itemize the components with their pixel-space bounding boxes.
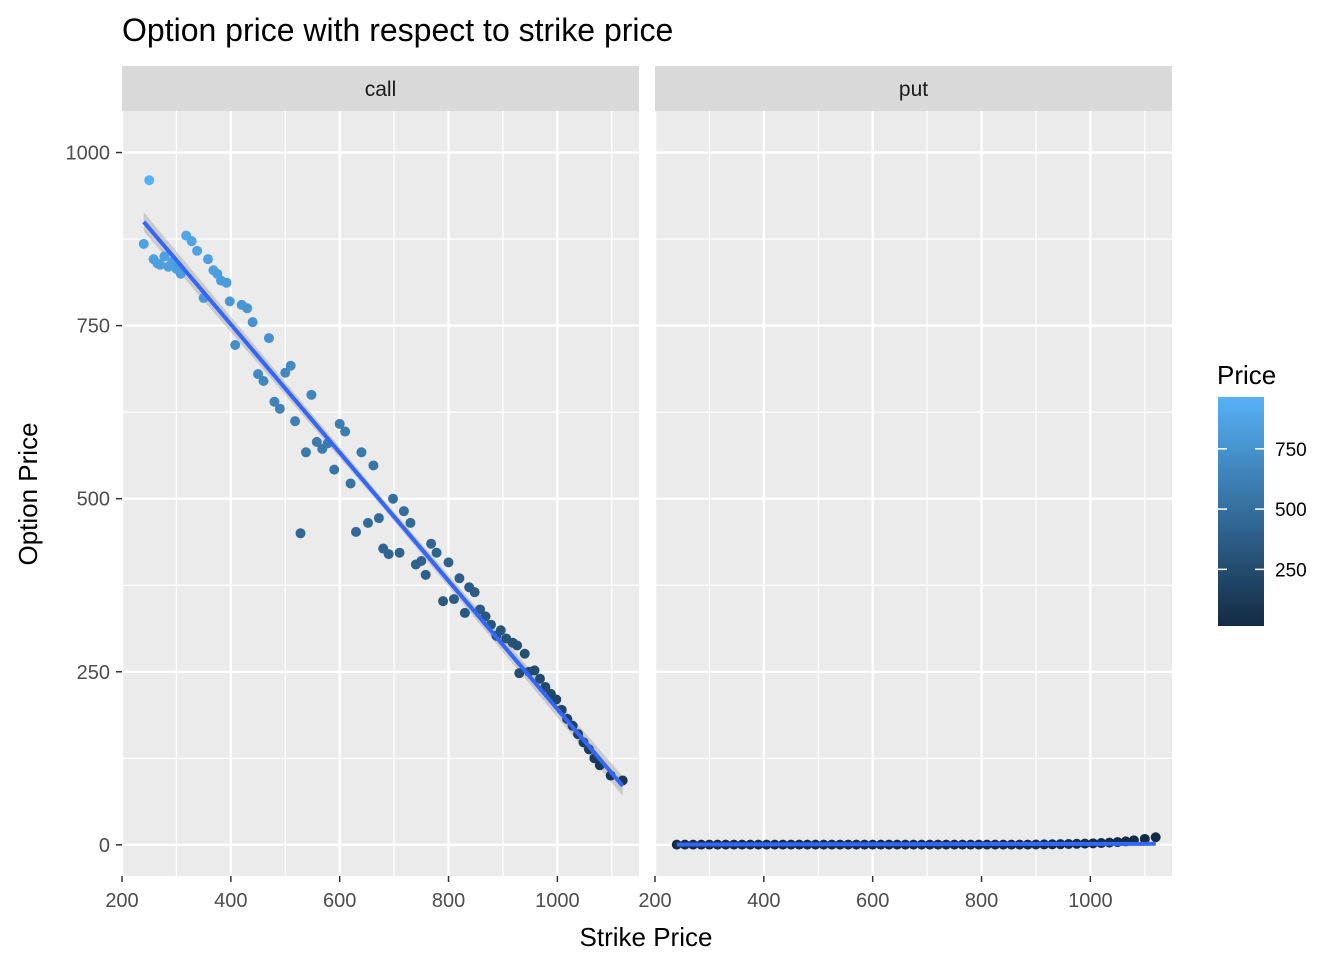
- data-point: [356, 447, 367, 458]
- y-tick-label: 0: [99, 835, 110, 857]
- data-point: [426, 538, 437, 549]
- y-tick-label: 250: [77, 662, 110, 684]
- data-point: [263, 333, 274, 344]
- y-tick-label: 500: [77, 489, 110, 511]
- x-tick-label: 200: [638, 890, 671, 912]
- x-tick-label: 800: [432, 890, 465, 912]
- data-point: [534, 673, 545, 684]
- data-point: [454, 573, 465, 584]
- fit-line: [676, 841, 1156, 847]
- data-point: [345, 478, 356, 489]
- data-point: [438, 596, 449, 607]
- x-tick-label: 400: [214, 890, 247, 912]
- legend-label: 500: [1275, 500, 1307, 521]
- data-point: [405, 517, 416, 528]
- x-tick-label: 400: [747, 890, 780, 912]
- data-point: [671, 839, 682, 850]
- data-point: [269, 396, 280, 407]
- data-point: [311, 436, 322, 447]
- data-point: [448, 594, 459, 605]
- x-tick-label: 1000: [535, 890, 580, 912]
- data-point: [351, 526, 362, 537]
- data-point: [512, 640, 523, 651]
- data-point: [295, 528, 306, 539]
- x-tick-label: 200: [105, 890, 138, 912]
- data-point: [242, 303, 253, 314]
- data-point: [362, 517, 373, 528]
- data-point: [394, 547, 405, 558]
- facet-label: call: [365, 78, 397, 101]
- data-point: [247, 317, 258, 328]
- legend-label: 250: [1275, 560, 1307, 581]
- data-point: [329, 464, 340, 475]
- data-point: [159, 251, 170, 262]
- data-point: [192, 245, 203, 256]
- x-tick-label: 800: [965, 890, 998, 912]
- legend-colorbar: [1218, 397, 1264, 626]
- data-point: [431, 547, 442, 558]
- data-point: [280, 367, 291, 378]
- data-point: [258, 376, 269, 386]
- data-point: [519, 648, 530, 659]
- data-point: [529, 665, 540, 676]
- panel-call: call 200 400 600 800 1000 0 250 500 750 1000: [66, 66, 639, 912]
- facet-strip: [655, 66, 1172, 111]
- fit-line: [142, 220, 625, 788]
- data-point: [155, 259, 166, 270]
- data-point: [221, 277, 232, 288]
- data-point: [334, 418, 345, 429]
- data-point: [368, 460, 379, 471]
- data-point: [306, 389, 317, 400]
- chart-title: Option price with respect to strike pric…: [122, 12, 673, 48]
- data-point: [253, 369, 264, 380]
- data-point: [1139, 833, 1150, 844]
- data-point: [495, 625, 506, 636]
- data-point: [202, 254, 213, 265]
- data-point: [388, 493, 399, 504]
- x-axis-title: Strike Price: [580, 922, 713, 952]
- data-point: [469, 587, 480, 598]
- panel-background: [655, 111, 1172, 876]
- data-point: [398, 506, 409, 517]
- facet-strip: [122, 66, 639, 111]
- data-point: [416, 556, 427, 566]
- data-point: [290, 416, 301, 427]
- data-point: [300, 447, 311, 458]
- x-tick-label: 1000: [1068, 890, 1113, 912]
- y-axis-title: Option Price: [13, 422, 43, 565]
- facet-panels: call 200 400 600 800 1000 0 250 500 750 1000 put 200…: [66, 66, 1172, 912]
- data-point: [138, 238, 149, 249]
- data-point: [230, 340, 241, 350]
- data-point: [144, 175, 155, 186]
- data-point: [186, 236, 197, 247]
- legend: Price 250 500 750: [1217, 360, 1307, 626]
- data-point: [459, 607, 470, 618]
- data-point: [1150, 832, 1161, 843]
- data-point: [340, 426, 351, 437]
- data-point: [443, 557, 454, 568]
- x-tick-label: 600: [856, 890, 889, 912]
- data-point: [514, 668, 525, 679]
- y-tick-label: 750: [77, 316, 110, 338]
- data-point: [224, 296, 235, 307]
- data-point: [475, 604, 486, 615]
- y-tick-label: 1000: [66, 143, 111, 165]
- panel-background: [122, 111, 639, 876]
- data-point: [285, 360, 296, 371]
- data-point: [274, 403, 285, 414]
- legend-label: 750: [1275, 440, 1307, 461]
- legend-title: Price: [1217, 360, 1276, 390]
- x-tick-label: 600: [323, 890, 356, 912]
- data-point: [383, 549, 394, 560]
- data-point: [420, 569, 431, 580]
- panel-put: put 200 400 600 800 1000: [638, 66, 1172, 912]
- data-point: [373, 513, 384, 524]
- facet-label: put: [899, 78, 928, 101]
